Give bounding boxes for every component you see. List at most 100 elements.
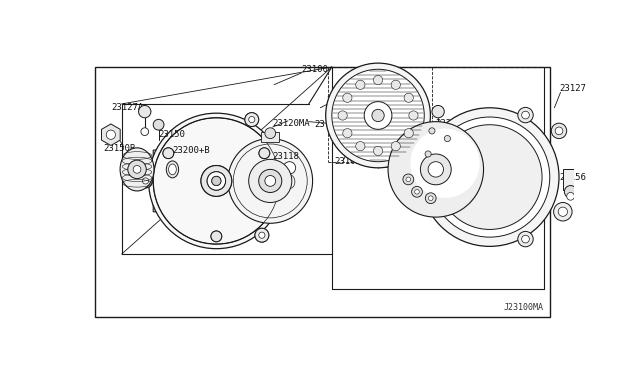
Circle shape bbox=[212, 176, 221, 186]
Circle shape bbox=[343, 93, 352, 102]
Text: 23127: 23127 bbox=[559, 84, 586, 93]
Circle shape bbox=[343, 129, 352, 138]
Circle shape bbox=[245, 113, 259, 126]
Text: 23127A: 23127A bbox=[111, 103, 143, 112]
Circle shape bbox=[522, 111, 529, 119]
Text: 23118: 23118 bbox=[273, 152, 300, 161]
Circle shape bbox=[153, 119, 164, 130]
Polygon shape bbox=[102, 124, 120, 145]
Circle shape bbox=[426, 193, 436, 203]
Circle shape bbox=[409, 111, 418, 120]
Circle shape bbox=[139, 174, 152, 188]
Circle shape bbox=[249, 116, 255, 123]
Circle shape bbox=[139, 174, 152, 188]
Circle shape bbox=[372, 109, 384, 122]
Circle shape bbox=[429, 117, 550, 237]
Circle shape bbox=[356, 80, 365, 89]
Circle shape bbox=[148, 113, 284, 249]
Text: 23120M: 23120M bbox=[326, 96, 358, 105]
Bar bbox=[95, 67, 550, 317]
Circle shape bbox=[406, 177, 411, 182]
Circle shape bbox=[373, 146, 383, 155]
Circle shape bbox=[228, 139, 312, 223]
Ellipse shape bbox=[168, 164, 176, 175]
Circle shape bbox=[259, 148, 269, 158]
Circle shape bbox=[444, 135, 451, 142]
Ellipse shape bbox=[279, 162, 300, 189]
Circle shape bbox=[420, 108, 559, 246]
Circle shape bbox=[259, 148, 269, 158]
Circle shape bbox=[255, 228, 269, 242]
Text: 23102: 23102 bbox=[334, 157, 361, 166]
Circle shape bbox=[522, 235, 529, 243]
Circle shape bbox=[211, 231, 221, 242]
Circle shape bbox=[255, 228, 269, 242]
Text: 23150: 23150 bbox=[159, 130, 186, 139]
Circle shape bbox=[201, 166, 232, 196]
Text: 23124: 23124 bbox=[458, 213, 484, 222]
Circle shape bbox=[163, 148, 173, 158]
Circle shape bbox=[554, 202, 572, 221]
Circle shape bbox=[326, 63, 431, 168]
Circle shape bbox=[412, 186, 422, 197]
Circle shape bbox=[388, 122, 484, 217]
Circle shape bbox=[356, 141, 365, 151]
Circle shape bbox=[163, 148, 173, 158]
Text: 23213: 23213 bbox=[436, 119, 463, 128]
Circle shape bbox=[404, 129, 413, 138]
Circle shape bbox=[391, 80, 401, 89]
Circle shape bbox=[429, 128, 435, 134]
Circle shape bbox=[420, 154, 451, 185]
Text: 23135M: 23135M bbox=[428, 136, 460, 145]
Circle shape bbox=[425, 151, 431, 157]
Circle shape bbox=[265, 128, 276, 139]
Circle shape bbox=[564, 186, 577, 198]
Circle shape bbox=[432, 106, 444, 118]
Circle shape bbox=[133, 166, 141, 173]
Circle shape bbox=[391, 141, 401, 151]
Text: 23109: 23109 bbox=[314, 120, 341, 129]
Ellipse shape bbox=[120, 148, 154, 191]
Bar bbox=[261, 132, 280, 142]
Circle shape bbox=[410, 129, 480, 198]
Circle shape bbox=[128, 160, 147, 179]
Text: 23156: 23156 bbox=[559, 173, 586, 182]
Circle shape bbox=[207, 172, 225, 190]
Circle shape bbox=[332, 69, 424, 162]
Circle shape bbox=[143, 178, 148, 184]
Bar bbox=[563, 169, 580, 190]
Circle shape bbox=[211, 231, 221, 242]
Circle shape bbox=[153, 118, 280, 244]
Circle shape bbox=[364, 102, 392, 129]
Circle shape bbox=[139, 106, 151, 118]
Circle shape bbox=[249, 159, 292, 202]
Circle shape bbox=[404, 93, 413, 102]
Circle shape bbox=[558, 207, 568, 217]
Text: 23100: 23100 bbox=[301, 65, 328, 74]
Circle shape bbox=[428, 196, 433, 201]
Circle shape bbox=[201, 166, 232, 196]
Text: 23200+A: 23200+A bbox=[372, 161, 410, 170]
Circle shape bbox=[284, 162, 296, 174]
Circle shape bbox=[373, 76, 383, 85]
Circle shape bbox=[259, 232, 265, 238]
Polygon shape bbox=[153, 142, 280, 219]
Circle shape bbox=[212, 176, 221, 186]
Text: J23100MA: J23100MA bbox=[504, 303, 543, 312]
Circle shape bbox=[428, 162, 444, 177]
Circle shape bbox=[518, 108, 533, 123]
Circle shape bbox=[410, 169, 426, 185]
Text: 23200+B: 23200+B bbox=[172, 147, 210, 155]
Circle shape bbox=[141, 128, 148, 135]
Circle shape bbox=[518, 231, 533, 247]
Circle shape bbox=[555, 127, 563, 135]
Circle shape bbox=[106, 130, 115, 140]
Circle shape bbox=[403, 174, 413, 185]
Circle shape bbox=[414, 173, 422, 181]
Text: 23150B: 23150B bbox=[103, 144, 136, 153]
Circle shape bbox=[437, 125, 542, 230]
Circle shape bbox=[245, 113, 259, 126]
Circle shape bbox=[415, 189, 419, 194]
Ellipse shape bbox=[166, 161, 179, 178]
Circle shape bbox=[265, 176, 276, 186]
